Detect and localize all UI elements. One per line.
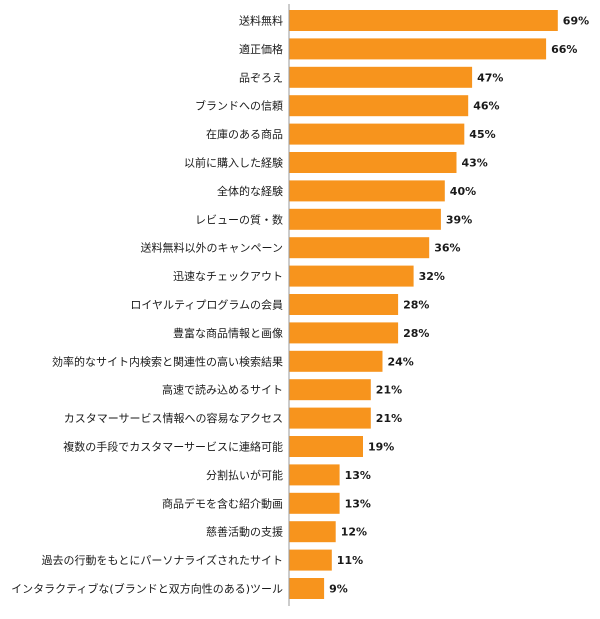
value-label: 13% bbox=[345, 469, 371, 482]
bars-layer bbox=[289, 10, 558, 599]
bar bbox=[289, 492, 340, 514]
value-label: 12% bbox=[341, 526, 367, 539]
bar bbox=[289, 379, 371, 401]
category-label: 慈善活動の支援 bbox=[206, 525, 283, 539]
category-label: インタラクティブな(ブランドと双方向性のある)ツール bbox=[11, 582, 283, 596]
category-label: 全体的な経験 bbox=[217, 184, 283, 198]
category-label: 豊富な商品情報と画像 bbox=[173, 326, 283, 340]
category-label: 過去の行動をもとにパーソナライズされたサイト bbox=[42, 553, 283, 567]
value-label: 13% bbox=[345, 497, 371, 510]
bar bbox=[289, 521, 336, 543]
value-label: 32% bbox=[419, 270, 445, 283]
category-label: カスタマーサービス情報への容易なアクセス bbox=[64, 411, 283, 425]
bar bbox=[289, 95, 469, 117]
bar bbox=[289, 464, 340, 486]
bar bbox=[289, 180, 445, 202]
bar bbox=[289, 350, 383, 372]
value-label: 11% bbox=[337, 554, 363, 567]
value-label: 19% bbox=[368, 441, 394, 454]
category-label: 送料無料以外のキャンペーン bbox=[141, 241, 283, 255]
bar bbox=[289, 38, 547, 60]
category-label: 送料無料 bbox=[239, 14, 283, 28]
category-label: 効率的なサイト内検索と関連性の高い検索結果 bbox=[52, 354, 283, 368]
value-label: 9% bbox=[329, 583, 348, 596]
bar bbox=[289, 322, 399, 344]
bar bbox=[289, 407, 371, 429]
value-label: 66% bbox=[551, 43, 577, 56]
bar bbox=[289, 578, 325, 599]
value-label: 43% bbox=[462, 157, 488, 170]
value-label: 28% bbox=[403, 327, 429, 340]
bar bbox=[289, 208, 441, 230]
value-label: 24% bbox=[388, 355, 414, 368]
bar bbox=[289, 10, 558, 31]
bar bbox=[289, 436, 363, 457]
bar bbox=[289, 549, 332, 571]
value-label: 69% bbox=[563, 15, 589, 28]
bar bbox=[289, 123, 465, 145]
category-label: 迅速なチェックアウト bbox=[173, 270, 283, 283]
bar bbox=[289, 152, 457, 173]
value-label: 39% bbox=[446, 213, 472, 226]
value-label: 45% bbox=[469, 128, 495, 141]
value-labels: 69% 66% 47% 46% 45% 43% 40% 39% 36% 32% 28% 28% 24% 2… bbox=[329, 15, 589, 596]
category-label: 品ぞろえ bbox=[239, 71, 283, 84]
category-label: 商品デモを含む紹介動画 bbox=[162, 496, 283, 510]
category-label: 高速で読み込めるサイト bbox=[162, 383, 283, 397]
bar bbox=[289, 294, 399, 315]
category-label: ブランドへの信頼 bbox=[195, 99, 283, 113]
category-label: 適正価格 bbox=[239, 42, 283, 56]
value-label: 21% bbox=[376, 412, 402, 425]
category-label: レビューの質・数 bbox=[195, 212, 283, 226]
value-label: 40% bbox=[450, 185, 476, 198]
bar bbox=[289, 237, 430, 259]
category-label: 分割払いが可能 bbox=[206, 468, 283, 482]
category-label: 在庫のある商品 bbox=[206, 127, 283, 141]
category-label: 複数の手段でカスタマーサービスに連絡可能 bbox=[63, 440, 283, 454]
category-labels: 送料無料適正価格品ぞろえブランドへの信頼在庫のある商品以前に購入した経験全体的な… bbox=[11, 14, 283, 596]
bar bbox=[289, 265, 414, 287]
value-label: 28% bbox=[403, 299, 429, 312]
value-label: 47% bbox=[477, 71, 503, 84]
category-label: 以前に購入した経験 bbox=[184, 156, 283, 170]
category-label: ロイヤルティプログラムの会員 bbox=[130, 298, 283, 312]
value-label: 21% bbox=[376, 384, 402, 397]
value-label: 46% bbox=[473, 100, 499, 113]
bar bbox=[289, 66, 473, 88]
value-label: 36% bbox=[434, 242, 460, 255]
